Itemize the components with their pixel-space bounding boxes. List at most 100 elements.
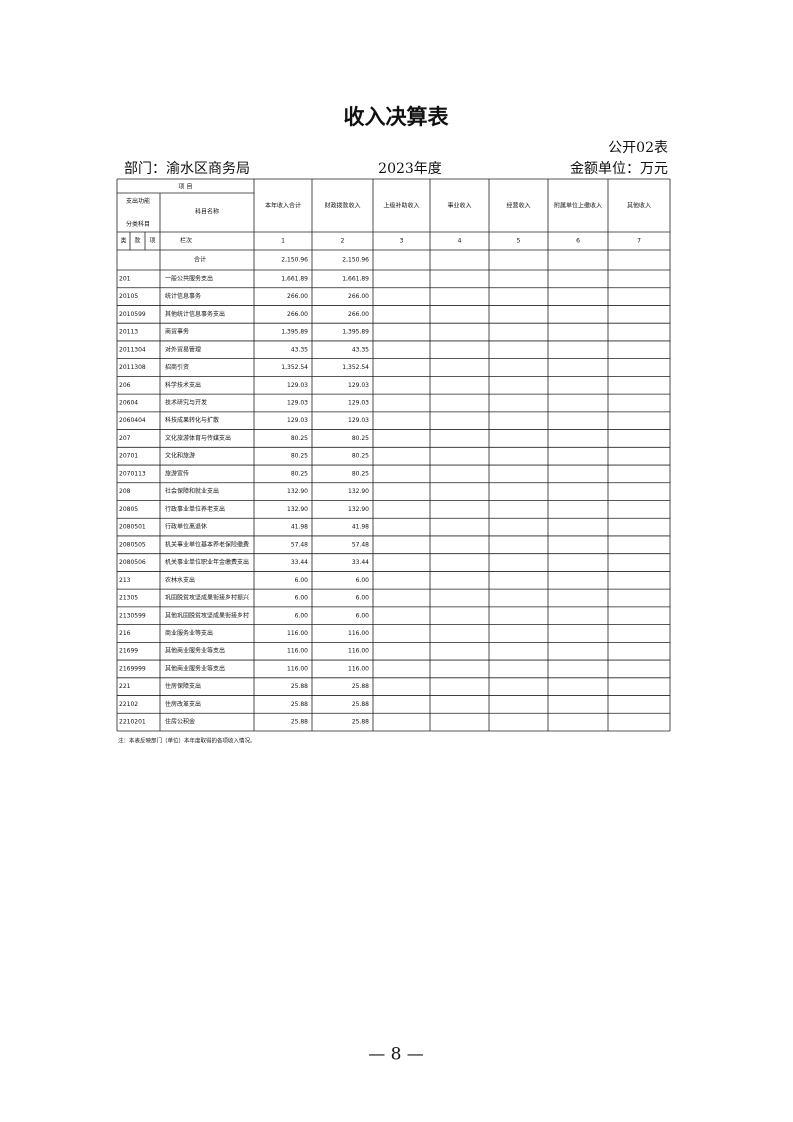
row-code: 206	[119, 382, 131, 389]
index-label: 栏次	[180, 237, 192, 245]
row-name: 巩固脱贫攻坚成果衔接乡村振兴	[165, 594, 249, 602]
row-name: 文化旅游体育与传媒支出	[165, 434, 231, 442]
row-fiscal: 43.35	[352, 346, 369, 353]
row-total: 129.03	[287, 382, 308, 389]
row-total: 116.00	[287, 630, 308, 637]
row-fiscal: 116.00	[348, 648, 369, 655]
row-name: 旅游宣传	[165, 469, 189, 477]
column-header: 附属单位上缴收入	[554, 202, 602, 210]
row-total: 6.00	[295, 577, 309, 584]
row-fiscal: 6.00	[356, 595, 370, 602]
row-fiscal: 1,395.89	[342, 329, 369, 336]
row-total: 132.90	[287, 488, 308, 495]
row-code: 208	[119, 488, 131, 495]
row-name: 其他商业服务业等支出	[165, 664, 225, 672]
row-total: 129.03	[287, 417, 308, 424]
level-label: 类	[120, 237, 126, 245]
column-index: 5	[517, 238, 521, 245]
level-label: 项	[149, 238, 155, 245]
row-code: 2210201	[119, 719, 146, 726]
column-header: 其他收入	[627, 202, 651, 210]
row-total: 129.03	[287, 399, 308, 406]
row-name: 社会保障和就业支出	[165, 487, 219, 495]
row-name: 招商引资	[165, 363, 189, 371]
row-code: 2011308	[119, 364, 146, 371]
header-code: 支出功能分类科目	[126, 197, 150, 228]
row-fiscal: 25.88	[352, 719, 369, 726]
header-name: 科目名称	[195, 208, 219, 216]
row-total: 80.25	[291, 470, 308, 477]
row-code: 2080506	[119, 559, 146, 566]
row-name: 住房保障支出	[165, 682, 201, 690]
total-value: 2,150.96	[281, 257, 308, 264]
column-index: 7	[637, 238, 641, 245]
row-code: 2130599	[119, 612, 146, 619]
row-name: 文化和旅游	[165, 452, 195, 460]
row-fiscal: 1,352.54	[342, 364, 369, 371]
row-fiscal: 80.25	[352, 435, 369, 442]
row-name: 住房公积金	[165, 718, 195, 726]
row-total: 25.88	[291, 683, 308, 690]
row-code: 22102	[119, 701, 138, 708]
column-index: 4	[458, 238, 462, 245]
row-code: 20701	[119, 453, 138, 460]
row-total: 33.44	[291, 559, 308, 566]
row-name: 机关事业单位职业年金缴费支出	[165, 558, 249, 566]
row-fiscal: 129.03	[348, 399, 369, 406]
form-number: 公开02表	[608, 140, 668, 156]
row-name: 其他巩固脱贫攻坚成果衔接乡村	[165, 611, 249, 619]
row-name: 其他统计信息事务支出	[165, 310, 225, 318]
row-name: 机关事业单位基本养老保险缴费	[165, 540, 249, 548]
row-name: 行政单位离退休	[165, 523, 207, 531]
column-index: 6	[576, 238, 580, 245]
row-code: 221	[119, 683, 131, 690]
row-fiscal: 6.00	[356, 577, 370, 584]
row-fiscal: 41.98	[352, 524, 369, 531]
year: 2023年度	[378, 161, 442, 177]
row-total: 116.00	[287, 665, 308, 672]
row-code: 201	[119, 275, 131, 282]
row-name: 商贸事务	[165, 328, 189, 336]
row-total: 1,395.89	[281, 329, 308, 336]
level-label: 款	[134, 237, 140, 245]
row-code: 21699	[119, 648, 138, 655]
column-header: 经营收入	[506, 202, 530, 210]
row-code: 2070113	[119, 470, 146, 477]
row-total: 25.88	[291, 701, 308, 708]
row-fiscal: 132.90	[348, 506, 369, 513]
row-name: 科学技术支出	[165, 381, 201, 389]
row-code: 2080501	[119, 524, 146, 531]
row-total: 266.00	[287, 311, 308, 318]
row-fiscal: 116.00	[348, 630, 369, 637]
row-code: 21305	[119, 595, 138, 602]
row-total: 266.00	[287, 293, 308, 300]
row-code: 2169999	[119, 665, 146, 672]
column-index: 1	[281, 238, 285, 245]
row-code: 2060404	[119, 417, 146, 424]
row-fiscal: 1,661.89	[342, 275, 369, 282]
row-code: 207	[119, 435, 131, 442]
row-fiscal: 33.44	[352, 559, 369, 566]
row-name: 技术研究与开发	[165, 398, 207, 406]
column-index: 2	[341, 238, 345, 245]
department: 部门：渝水区商务局	[124, 161, 250, 177]
row-fiscal: 6.00	[356, 612, 370, 619]
total-value: 2,150.96	[342, 257, 369, 264]
row-code: 20805	[119, 506, 138, 513]
unit: 金额单位：万元	[570, 161, 668, 177]
row-total: 6.00	[295, 595, 309, 602]
total-label: 合计	[194, 256, 206, 264]
row-code: 2010599	[119, 311, 146, 318]
title: 收入决算表	[344, 105, 450, 129]
row-code: 216	[119, 630, 131, 637]
row-code: 20113	[119, 329, 138, 336]
column-header: 本年收入合计	[265, 202, 301, 210]
row-total: 116.00	[287, 648, 308, 655]
row-fiscal: 266.00	[348, 293, 369, 300]
row-name: 住房改革支出	[165, 700, 201, 708]
row-fiscal: 25.88	[352, 701, 369, 708]
column-header: 上级补助收入	[383, 202, 419, 210]
row-name: 对外贸易管理	[165, 345, 201, 353]
column-header: 财政拨款收入	[324, 202, 360, 210]
